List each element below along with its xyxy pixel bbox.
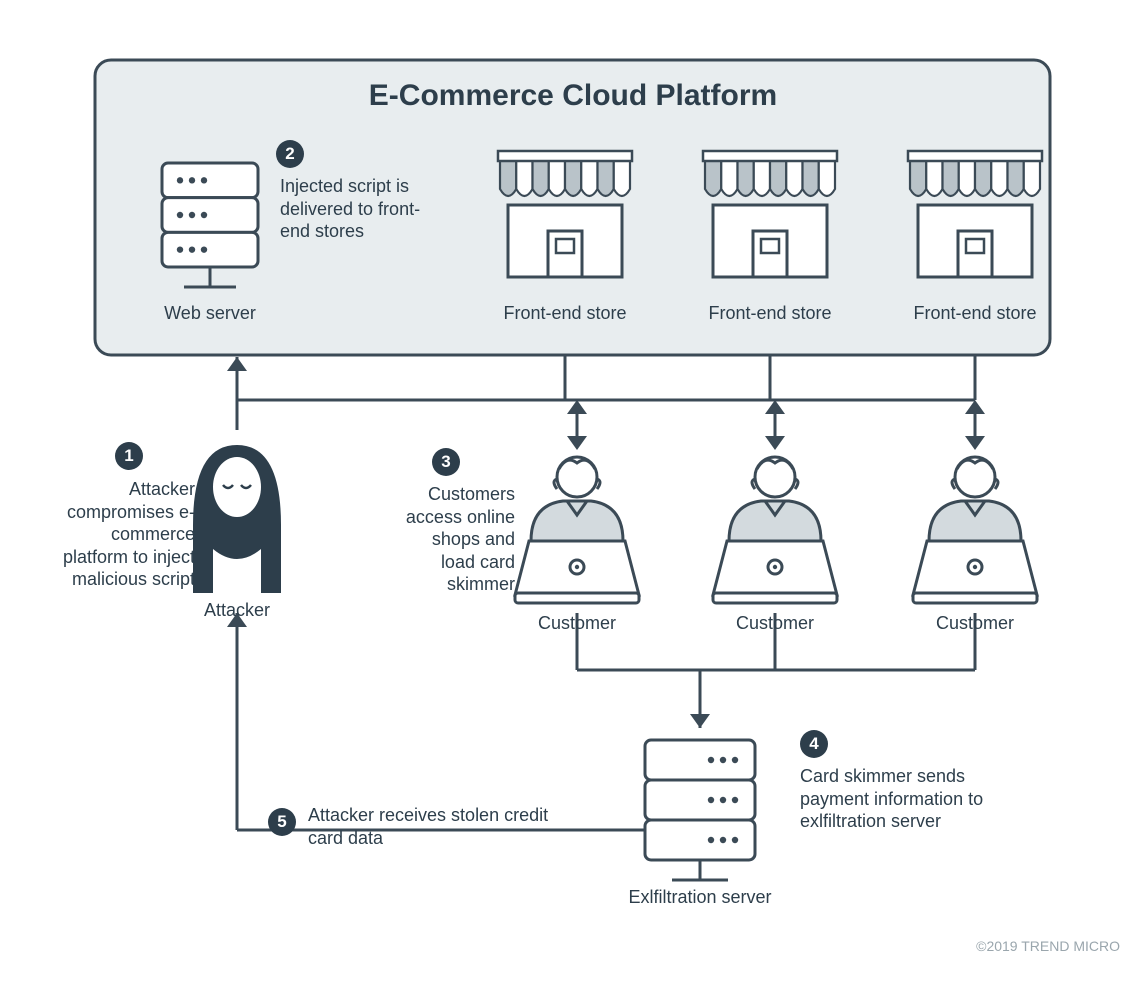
svg-text:E-Commerce Cloud Platform: E-Commerce Cloud Platform [369,79,777,112]
step-badge-1: 1 [115,442,143,470]
step-badge-5: 5 [268,808,296,836]
label-store-1: Front-end store [500,303,630,324]
step-text-1: Attacker compromises e-commerce platform… [55,478,195,591]
step-badge-3: 3 [432,448,460,476]
step-badge-2: 2 [276,140,304,168]
step-text-3: Customers access online shops and load c… [395,483,515,596]
label-customer-2: Customer [725,613,825,634]
label-attacker: Attacker [197,600,277,621]
copyright: ©2019 TREND MICRO [870,938,1120,954]
label-web-server: Web server [160,303,260,324]
label-exfil: Exlfiltration server [620,887,780,908]
step-text-5: Attacker receives stolen credit card dat… [308,804,558,849]
label-customer-1: Customer [527,613,627,634]
label-customer-3: Customer [925,613,1025,634]
step-text-4: Card skimmer sends payment information t… [800,765,1010,833]
label-store-3: Front-end store [910,303,1040,324]
step-badge-4: 4 [800,730,828,758]
label-store-2: Front-end store [705,303,835,324]
step-text-2: Injected script is delivered to front-en… [280,175,425,243]
